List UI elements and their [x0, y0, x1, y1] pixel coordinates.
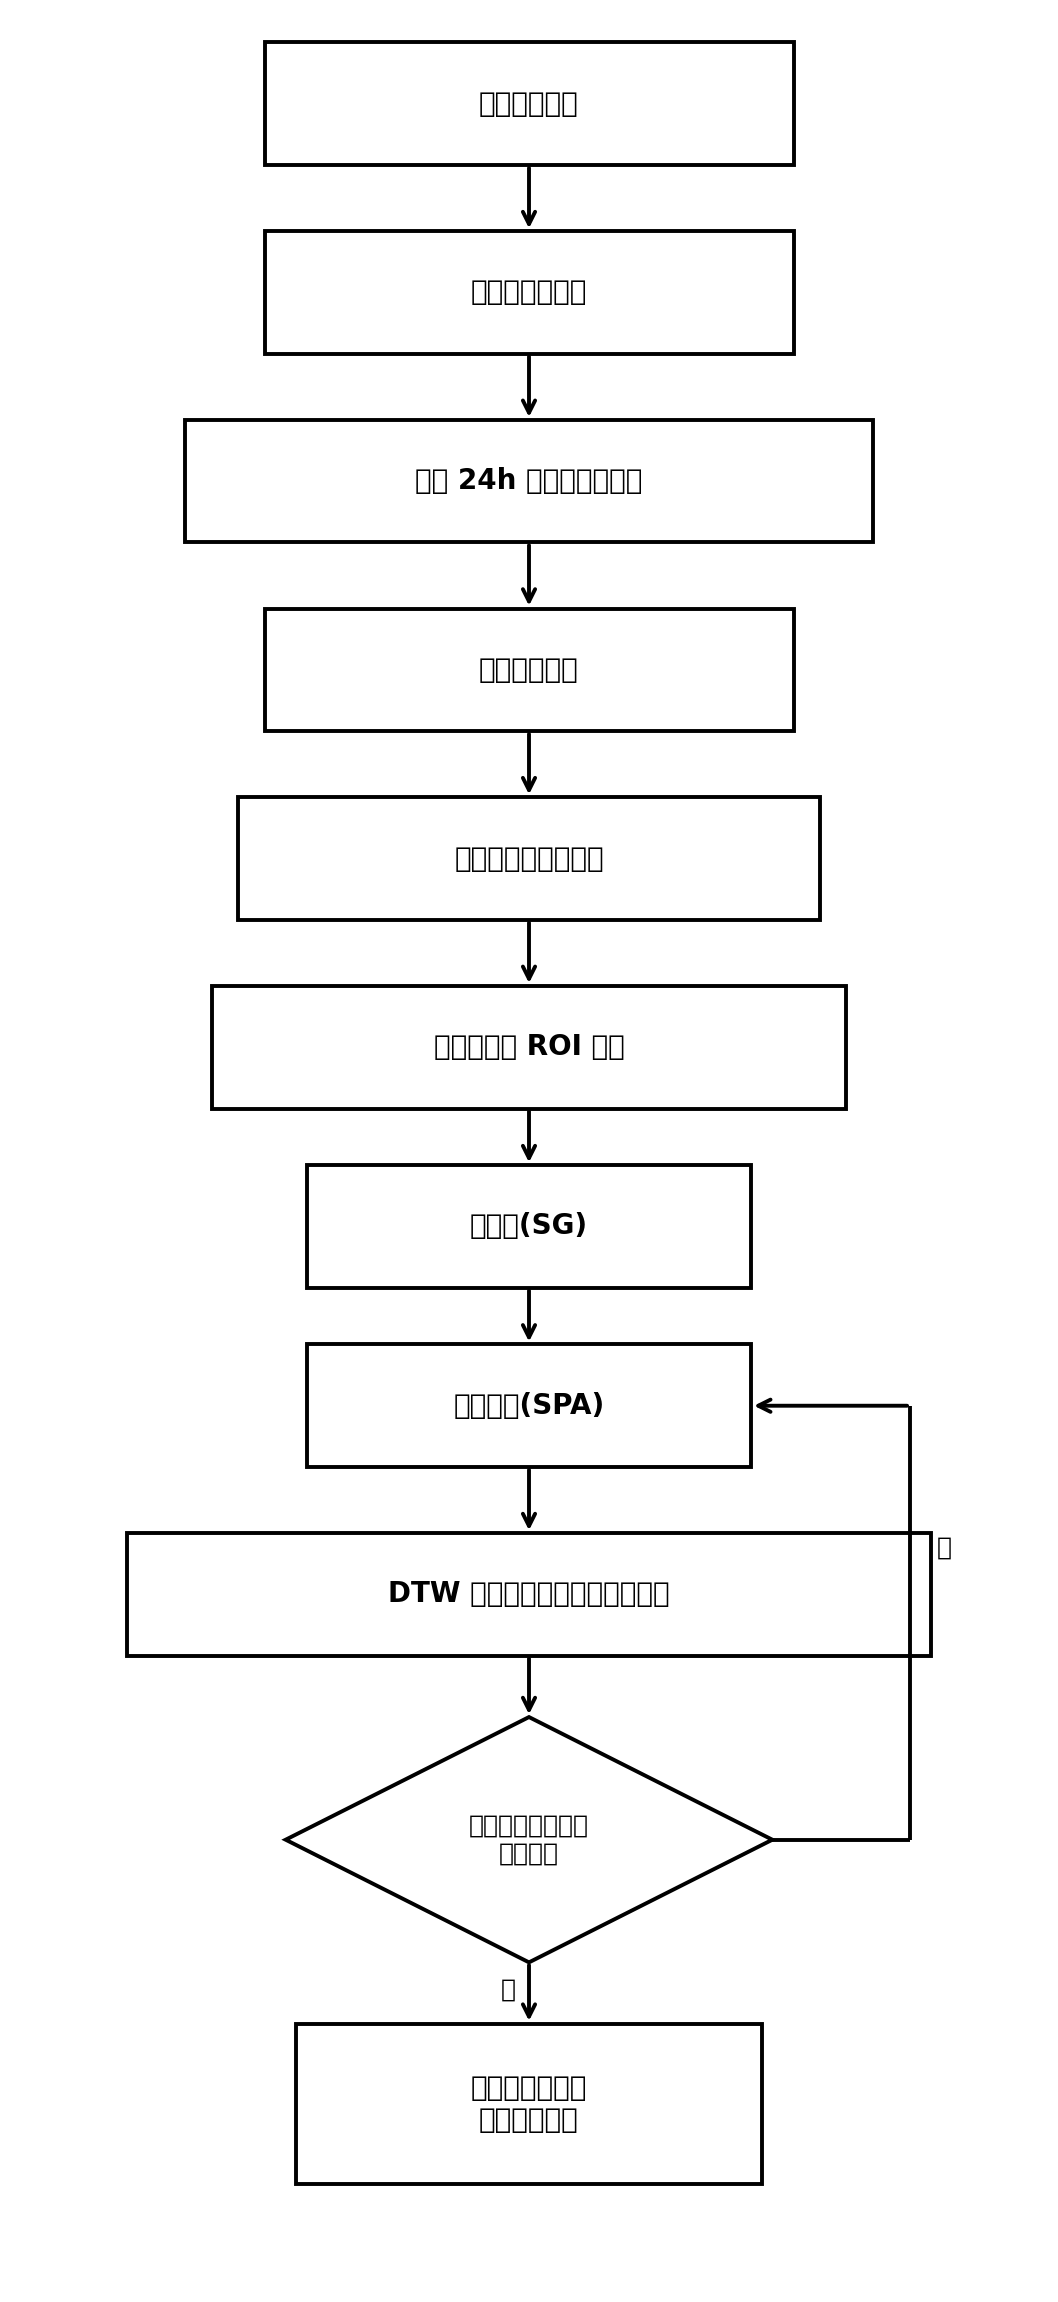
- FancyBboxPatch shape: [307, 1344, 751, 1466]
- FancyBboxPatch shape: [264, 608, 794, 732]
- FancyBboxPatch shape: [307, 1165, 751, 1287]
- Text: 特征提取(SPA): 特征提取(SPA): [454, 1393, 604, 1420]
- Text: 对应病斑的 ROI 提取: 对应病斑的 ROI 提取: [434, 1034, 624, 1061]
- Text: 收集小麦样品: 收集小麦样品: [479, 90, 579, 117]
- Text: 异常样品剔除: 异常样品剔除: [479, 656, 579, 684]
- FancyBboxPatch shape: [264, 41, 794, 166]
- Text: 每隔 24h 采集高光谱图像: 每隔 24h 采集高光谱图像: [416, 467, 642, 495]
- FancyBboxPatch shape: [212, 985, 846, 1110]
- Text: 与人工测量的结果
进行对比: 与人工测量的结果 进行对比: [469, 1814, 589, 1865]
- Polygon shape: [286, 1717, 772, 1961]
- FancyBboxPatch shape: [127, 1533, 931, 1655]
- FancyBboxPatch shape: [264, 230, 794, 355]
- Text: DTW 聚类分析、提取时序关键点: DTW 聚类分析、提取时序关键点: [388, 1581, 670, 1609]
- Text: 是: 是: [500, 1977, 515, 2000]
- Text: 得到小麦赤霉病
发病初始时间: 得到小麦赤霉病 发病初始时间: [471, 2074, 587, 2134]
- Text: 构建时序高光谱图像: 构建时序高光谱图像: [454, 845, 604, 872]
- Text: 预处理(SG): 预处理(SG): [470, 1213, 588, 1241]
- FancyBboxPatch shape: [296, 2023, 762, 2185]
- Text: 培养病菌并接种: 培养病菌并接种: [471, 279, 587, 306]
- FancyBboxPatch shape: [238, 796, 820, 921]
- Text: 否: 否: [936, 1535, 951, 1558]
- FancyBboxPatch shape: [185, 419, 873, 543]
